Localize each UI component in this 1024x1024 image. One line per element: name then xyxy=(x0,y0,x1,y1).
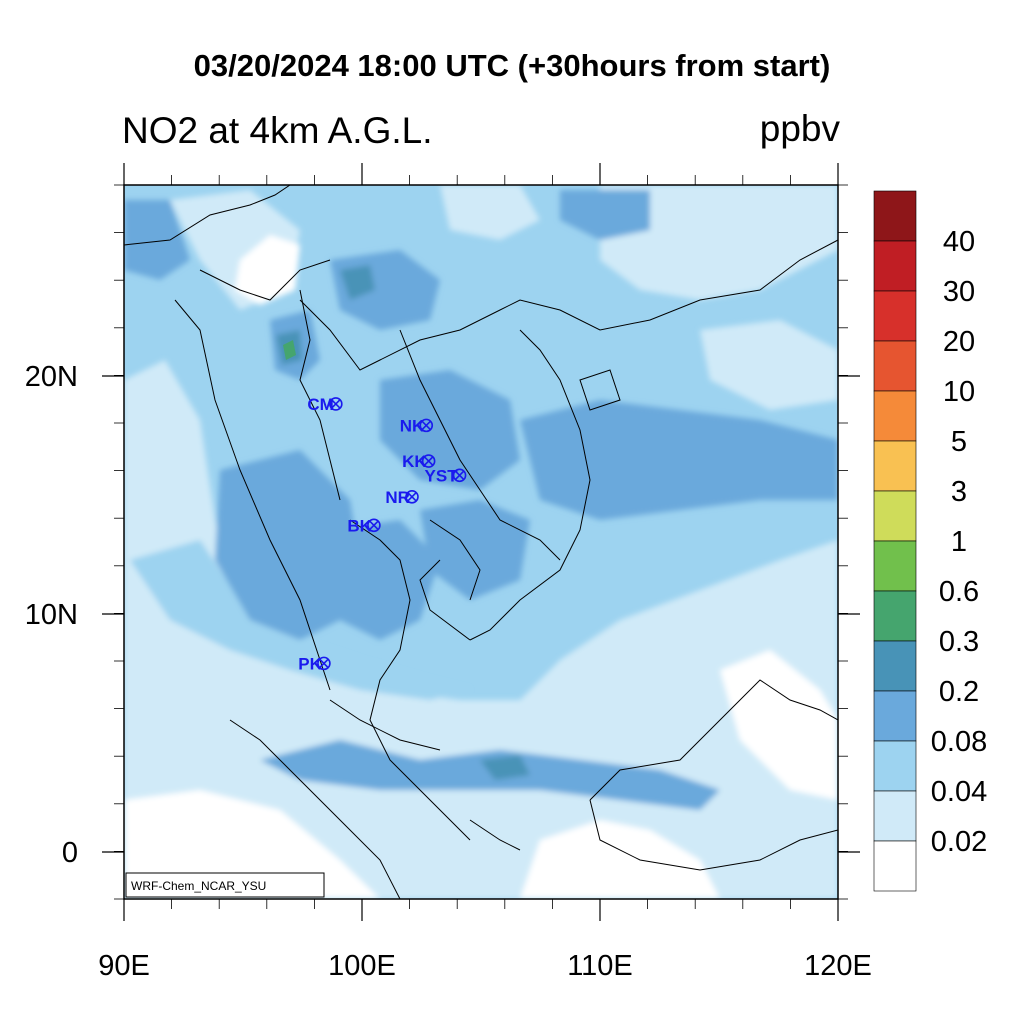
colorbar-label: 10 xyxy=(943,376,975,408)
station-marker-icon xyxy=(452,468,467,483)
station-marker-icon xyxy=(419,418,434,433)
colorbar-swatch xyxy=(873,690,917,742)
x-tick-label: 90E xyxy=(98,950,150,982)
credit-box xyxy=(125,872,325,898)
station-marker-icon xyxy=(317,656,331,671)
station-nk: NK xyxy=(400,416,434,435)
colorbar-label: 20 xyxy=(943,326,975,358)
station-label: BK xyxy=(347,516,372,535)
colorbar-swatch xyxy=(873,290,917,342)
colorbar-swatch xyxy=(873,340,917,392)
colorbar-label: 0.3 xyxy=(939,626,979,658)
axis-ticks xyxy=(102,163,860,921)
station-yst: YST xyxy=(425,466,467,485)
concentration-field xyxy=(124,185,838,899)
colorbar-swatch xyxy=(873,390,917,442)
station-pk: PK xyxy=(298,654,331,673)
colorbar-swatch xyxy=(873,190,917,242)
colorbar-label: 3 xyxy=(951,476,967,508)
variable-title: NO2 at 4km A.G.L. xyxy=(122,110,433,151)
station-label: YST xyxy=(425,466,459,485)
x-tick-label: 100E xyxy=(328,950,396,982)
station-nr: NR xyxy=(385,488,419,507)
colorbar-label: 5 xyxy=(951,426,967,458)
map-title: 03/20/2024 18:00 UTC (+30hours from star… xyxy=(193,48,831,83)
station-kk: KK xyxy=(402,452,436,471)
station-marker-icon xyxy=(421,454,436,468)
coastlines xyxy=(124,185,838,899)
colorbar-swatch xyxy=(873,840,917,892)
high-value-spot xyxy=(283,340,296,360)
y-tick-label: 0 xyxy=(62,837,78,869)
station-label: PK xyxy=(298,654,322,673)
station-label: CM xyxy=(307,395,333,414)
colorbar-swatch xyxy=(873,490,917,542)
colorbar-label: 40 xyxy=(943,226,975,258)
colorbar-label: 30 xyxy=(943,276,975,308)
colorbar-label: 0.02 xyxy=(931,826,987,858)
station-cm: CM xyxy=(307,395,343,414)
colorbar-swatch xyxy=(873,240,917,292)
station-marker-icon xyxy=(367,518,381,533)
colorbar-label: 1 xyxy=(951,526,967,558)
colorbar-label: 0.04 xyxy=(931,776,987,808)
colorbar-label: 0.2 xyxy=(939,676,979,708)
y-tick-label: 20N xyxy=(25,361,78,393)
y-tick-label: 10N xyxy=(25,599,78,631)
map-frame xyxy=(123,184,839,900)
colorbar-swatch xyxy=(873,740,917,792)
colorbar-swatch xyxy=(873,540,917,592)
colorbar-swatch xyxy=(873,590,917,642)
x-tick-label: 120E xyxy=(804,950,872,982)
station-label: KK xyxy=(402,452,427,471)
x-tick-label: 110E xyxy=(567,950,633,982)
colorbar-swatch xyxy=(873,790,917,842)
colorbar: 40 30 20 10 5 3 1 0.6 0.3 0.2 0.08 0.04 0.02 xyxy=(873,190,987,892)
station-bk: BK xyxy=(347,516,381,535)
model-credit: WRF-Chem_NCAR_YSU xyxy=(131,879,266,893)
units-label: ppbv xyxy=(759,108,840,149)
station-label: NK xyxy=(400,416,425,435)
station-marker-icon xyxy=(329,397,343,411)
colorbar-swatch xyxy=(873,640,917,692)
station-marker-icon xyxy=(405,489,419,504)
station-label: NR xyxy=(385,488,410,507)
colorbar-swatch xyxy=(873,440,917,492)
minor-ticks xyxy=(114,175,848,909)
colorbar-label: 0.08 xyxy=(931,726,987,758)
colorbar-label: 0.6 xyxy=(939,576,979,608)
